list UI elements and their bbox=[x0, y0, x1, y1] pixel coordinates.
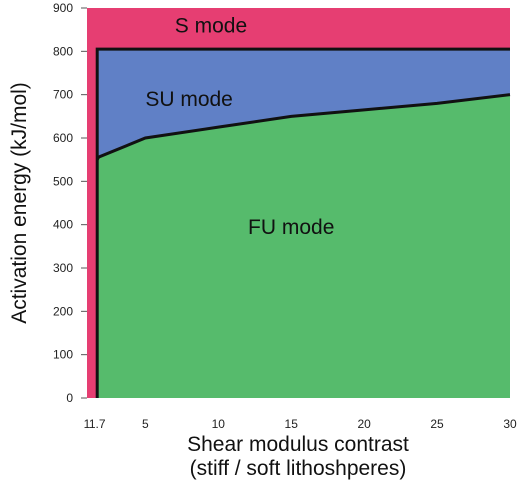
x-axis-subtitle: (stiff / soft lithoshperes) bbox=[190, 457, 407, 480]
region-label-su-mode: SU mode bbox=[145, 88, 233, 111]
y-tick-label: 800 bbox=[53, 44, 73, 58]
y-axis-title: Activation energy (kJ/mol) bbox=[8, 82, 31, 324]
y-tick-label: 700 bbox=[53, 88, 73, 102]
region-label-s-mode: S mode bbox=[175, 14, 247, 37]
x-tick-label: 15 bbox=[285, 417, 299, 431]
x-tick-label: 1.7 bbox=[89, 417, 106, 431]
x-axis-ticks: 11.7 5 10 15 20 25 30 bbox=[84, 417, 517, 431]
x-tick-label: 30 bbox=[503, 417, 517, 431]
x-tick-label: 5 bbox=[142, 417, 149, 431]
x-tick-label: 1 bbox=[84, 417, 91, 431]
x-tick-label: 10 bbox=[212, 417, 226, 431]
y-axis-ticks: 0 100 200 300 400 500 600 700 800 900 bbox=[53, 1, 87, 405]
y-tick-label: 100 bbox=[53, 348, 73, 362]
y-tick-label: 0 bbox=[66, 391, 73, 405]
y-tick-label: 600 bbox=[53, 131, 73, 145]
y-tick-label: 400 bbox=[53, 218, 73, 232]
y-tick-label: 900 bbox=[53, 1, 73, 15]
y-tick-label: 300 bbox=[53, 261, 73, 275]
region-fu-mode bbox=[97, 94, 511, 399]
x-tick-label: 25 bbox=[430, 417, 444, 431]
x-axis-title: Shear modulus contrast bbox=[187, 433, 409, 456]
su-fu-boundary-line bbox=[95, 93, 511, 161]
s-su-boundary-line bbox=[95, 47, 510, 398]
y-tick-label: 500 bbox=[53, 174, 73, 188]
region-su-mode bbox=[97, 49, 511, 160]
x-tick-label: 20 bbox=[357, 417, 371, 431]
y-tick-label: 200 bbox=[53, 304, 73, 318]
region-label-fu-mode: FU mode bbox=[248, 216, 334, 239]
